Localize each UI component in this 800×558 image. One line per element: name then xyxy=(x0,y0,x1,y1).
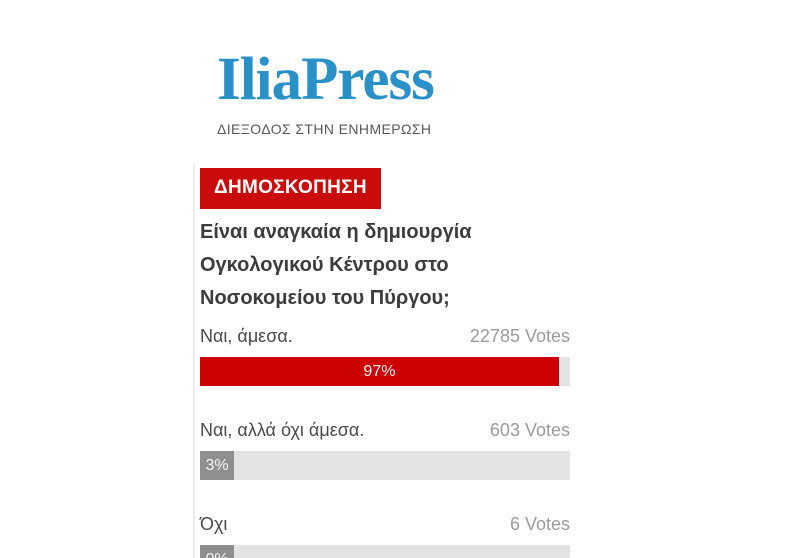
site-logo[interactable]: IliaPress xyxy=(217,46,435,113)
poll-options-list: Ναι, άμεσα. 22785 Votes 97% Ναι, αλλά όχ… xyxy=(200,324,570,558)
poll-result-bar-fill: 0% xyxy=(200,545,234,558)
poll-result-bar-track: 97% xyxy=(200,357,570,386)
poll-option-head: Όχι 6 Votes xyxy=(200,512,570,536)
poll-option-head: Ναι, άμεσα. 22785 Votes xyxy=(200,324,570,348)
poll-widget: ΔΗΜΟΣΚΟΠΗΣΗ Είναι αναγκαία η δημιουργία … xyxy=(200,168,570,558)
poll-result-bar-fill: 3% xyxy=(200,451,234,480)
poll-option-votes: 603 Votes xyxy=(489,420,570,440)
poll-result-bar-track: 0% xyxy=(200,545,570,558)
poll-result-bar-track: 3% xyxy=(200,451,570,480)
poll-result-bar-fill: 97% xyxy=(200,357,559,386)
site-tagline: ΔΙΕΞΟΔΟΣ ΣΤΗΝ ΕΝΗΜΕΡΩΣΗ xyxy=(217,121,432,138)
poll-option-votes: 22785 Votes xyxy=(469,326,570,346)
poll-option-label: Όχι xyxy=(200,514,228,534)
poll-option-row: Όχι 6 Votes 0% xyxy=(200,512,570,558)
poll-question: Είναι αναγκαία η δημιουργία Ογκολογικού … xyxy=(200,221,472,309)
poll-option-row: Ναι, αλλά όχι άμεσα. 603 Votes 3% xyxy=(200,418,570,480)
poll-option-label: Ναι, αλλά όχι άμεσα. xyxy=(200,420,365,440)
poll-badge: ΔΗΜΟΣΚΟΠΗΣΗ xyxy=(200,168,381,209)
poll-option-row: Ναι, άμεσα. 22785 Votes 97% xyxy=(200,324,570,386)
poll-option-votes: 6 Votes xyxy=(509,514,570,534)
poll-option-label: Ναι, άμεσα. xyxy=(200,326,293,346)
site-header: IliaPress ΔΙΕΞΟΔΟΣ ΣΤΗΝ ΕΝΗΜΕΡΩΣΗ xyxy=(217,40,435,138)
poll-left-border xyxy=(193,165,195,558)
poll-option-head: Ναι, αλλά όχι άμεσα. 603 Votes xyxy=(200,418,570,442)
